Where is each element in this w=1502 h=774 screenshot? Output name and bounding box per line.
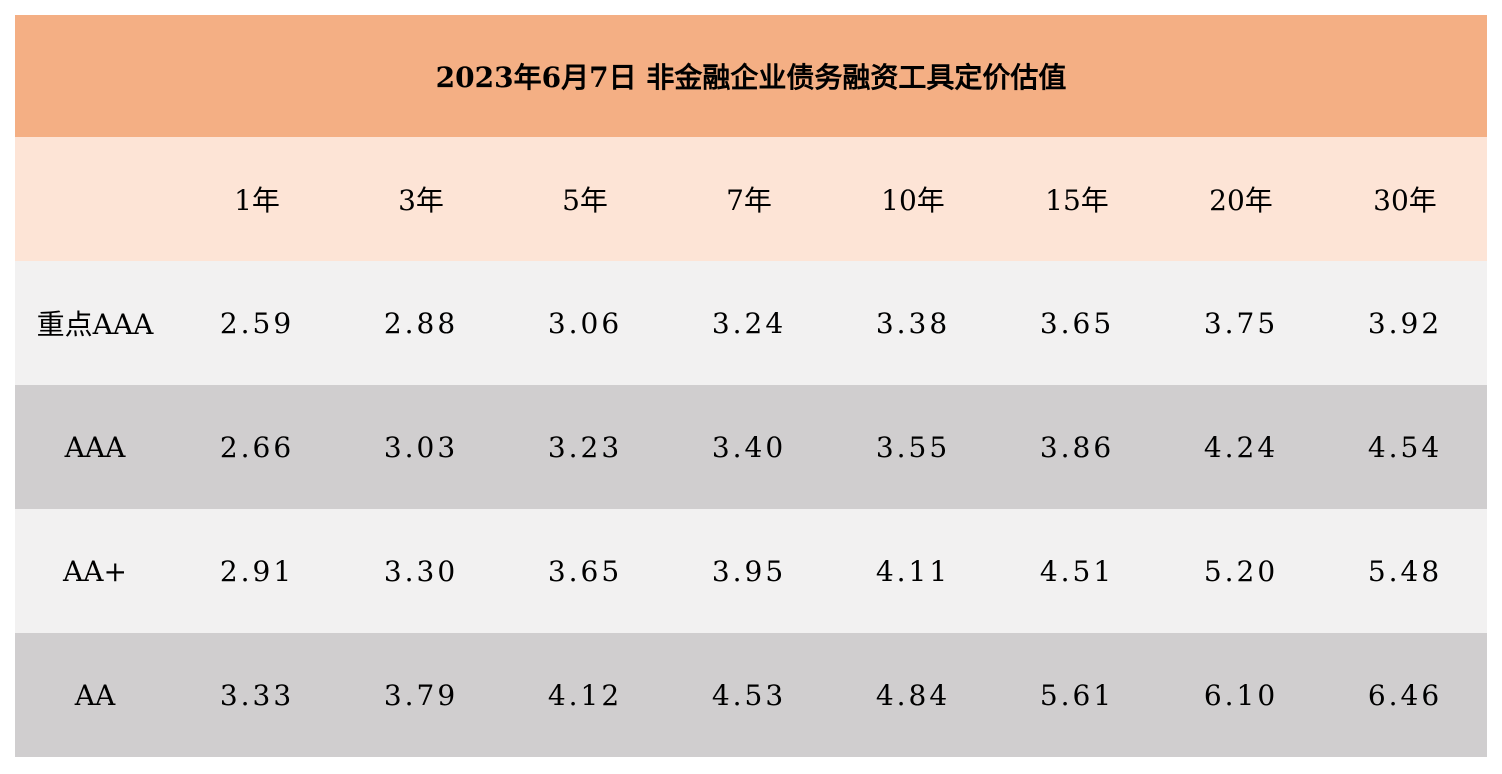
value-cell: 2.59 [219,306,295,340]
value-cell: 3.03 [383,430,459,464]
valuation-table: 2023年6月7日 非金融企业债务融资工具定价估值 1年 3年 5年 7年 10… [15,15,1487,757]
table-row: 重点AAA 2.59 2.88 3.06 3.24 3.38 3.65 3.75… [15,261,1487,385]
table-row: AA+ 2.91 3.30 3.65 3.95 4.11 4.51 5.20 5… [15,509,1487,633]
value-cell: 3.86 [1039,430,1115,464]
header-cell-15y: 15年 [1045,184,1109,217]
value-cell: 3.95 [711,554,787,588]
value-cell: 2.88 [383,306,459,340]
value-cell: 3.65 [1039,306,1115,340]
value-cell: 3.92 [1367,306,1443,340]
value-cell: 3.75 [1203,306,1279,340]
value-cell: 3.55 [875,430,951,464]
value-cell: 5.61 [1039,678,1115,712]
table-title: 2023年6月7日 非金融企业债务融资工具定价估值 [15,15,1487,137]
value-cell: 3.24 [711,306,787,340]
value-cell: 3.40 [711,430,787,464]
value-cell: 2.66 [219,430,295,464]
row-label: 重点AAA [36,308,154,341]
value-cell: 3.65 [547,554,623,588]
header-cell-3y: 3年 [398,184,444,217]
row-label: AA [74,678,116,712]
value-cell: 3.79 [383,678,459,712]
table-row: AAA 2.66 3.03 3.23 3.40 3.55 3.86 4.24 4… [15,385,1487,509]
value-cell: 4.51 [1039,554,1115,588]
value-cell: 5.20 [1203,554,1279,588]
value-cell: 3.38 [875,306,951,340]
header-cell-7y: 7年 [726,184,772,217]
value-cell: 3.33 [219,678,295,712]
value-cell: 4.11 [875,554,951,588]
value-cell: 3.23 [547,430,623,464]
value-cell: 5.48 [1367,554,1443,588]
table-row: AA 3.33 3.79 4.12 4.53 4.84 5.61 6.10 6.… [15,633,1487,757]
value-cell: 3.30 [383,554,459,588]
header-cell-30y: 30年 [1373,184,1437,217]
value-cell: 6.10 [1203,678,1279,712]
header-cell-10y: 10年 [881,184,945,217]
header-cell-1y: 1年 [234,184,280,217]
header-cell-5y: 5年 [562,184,608,217]
header-row: 1年 3年 5年 7年 10年 15年 20年 30年 [15,137,1487,261]
row-label: AA+ [63,554,127,588]
value-cell: 4.84 [875,678,951,712]
value-cell: 4.53 [711,678,787,712]
value-cell: 3.06 [547,306,623,340]
value-cell: 4.54 [1367,430,1443,464]
value-cell: 4.24 [1203,430,1279,464]
value-cell: 2.91 [219,554,295,588]
value-cell: 4.12 [547,678,623,712]
row-label: AAA [64,430,126,464]
value-cell: 6.46 [1367,678,1443,712]
header-cell-20y: 20年 [1209,184,1273,217]
